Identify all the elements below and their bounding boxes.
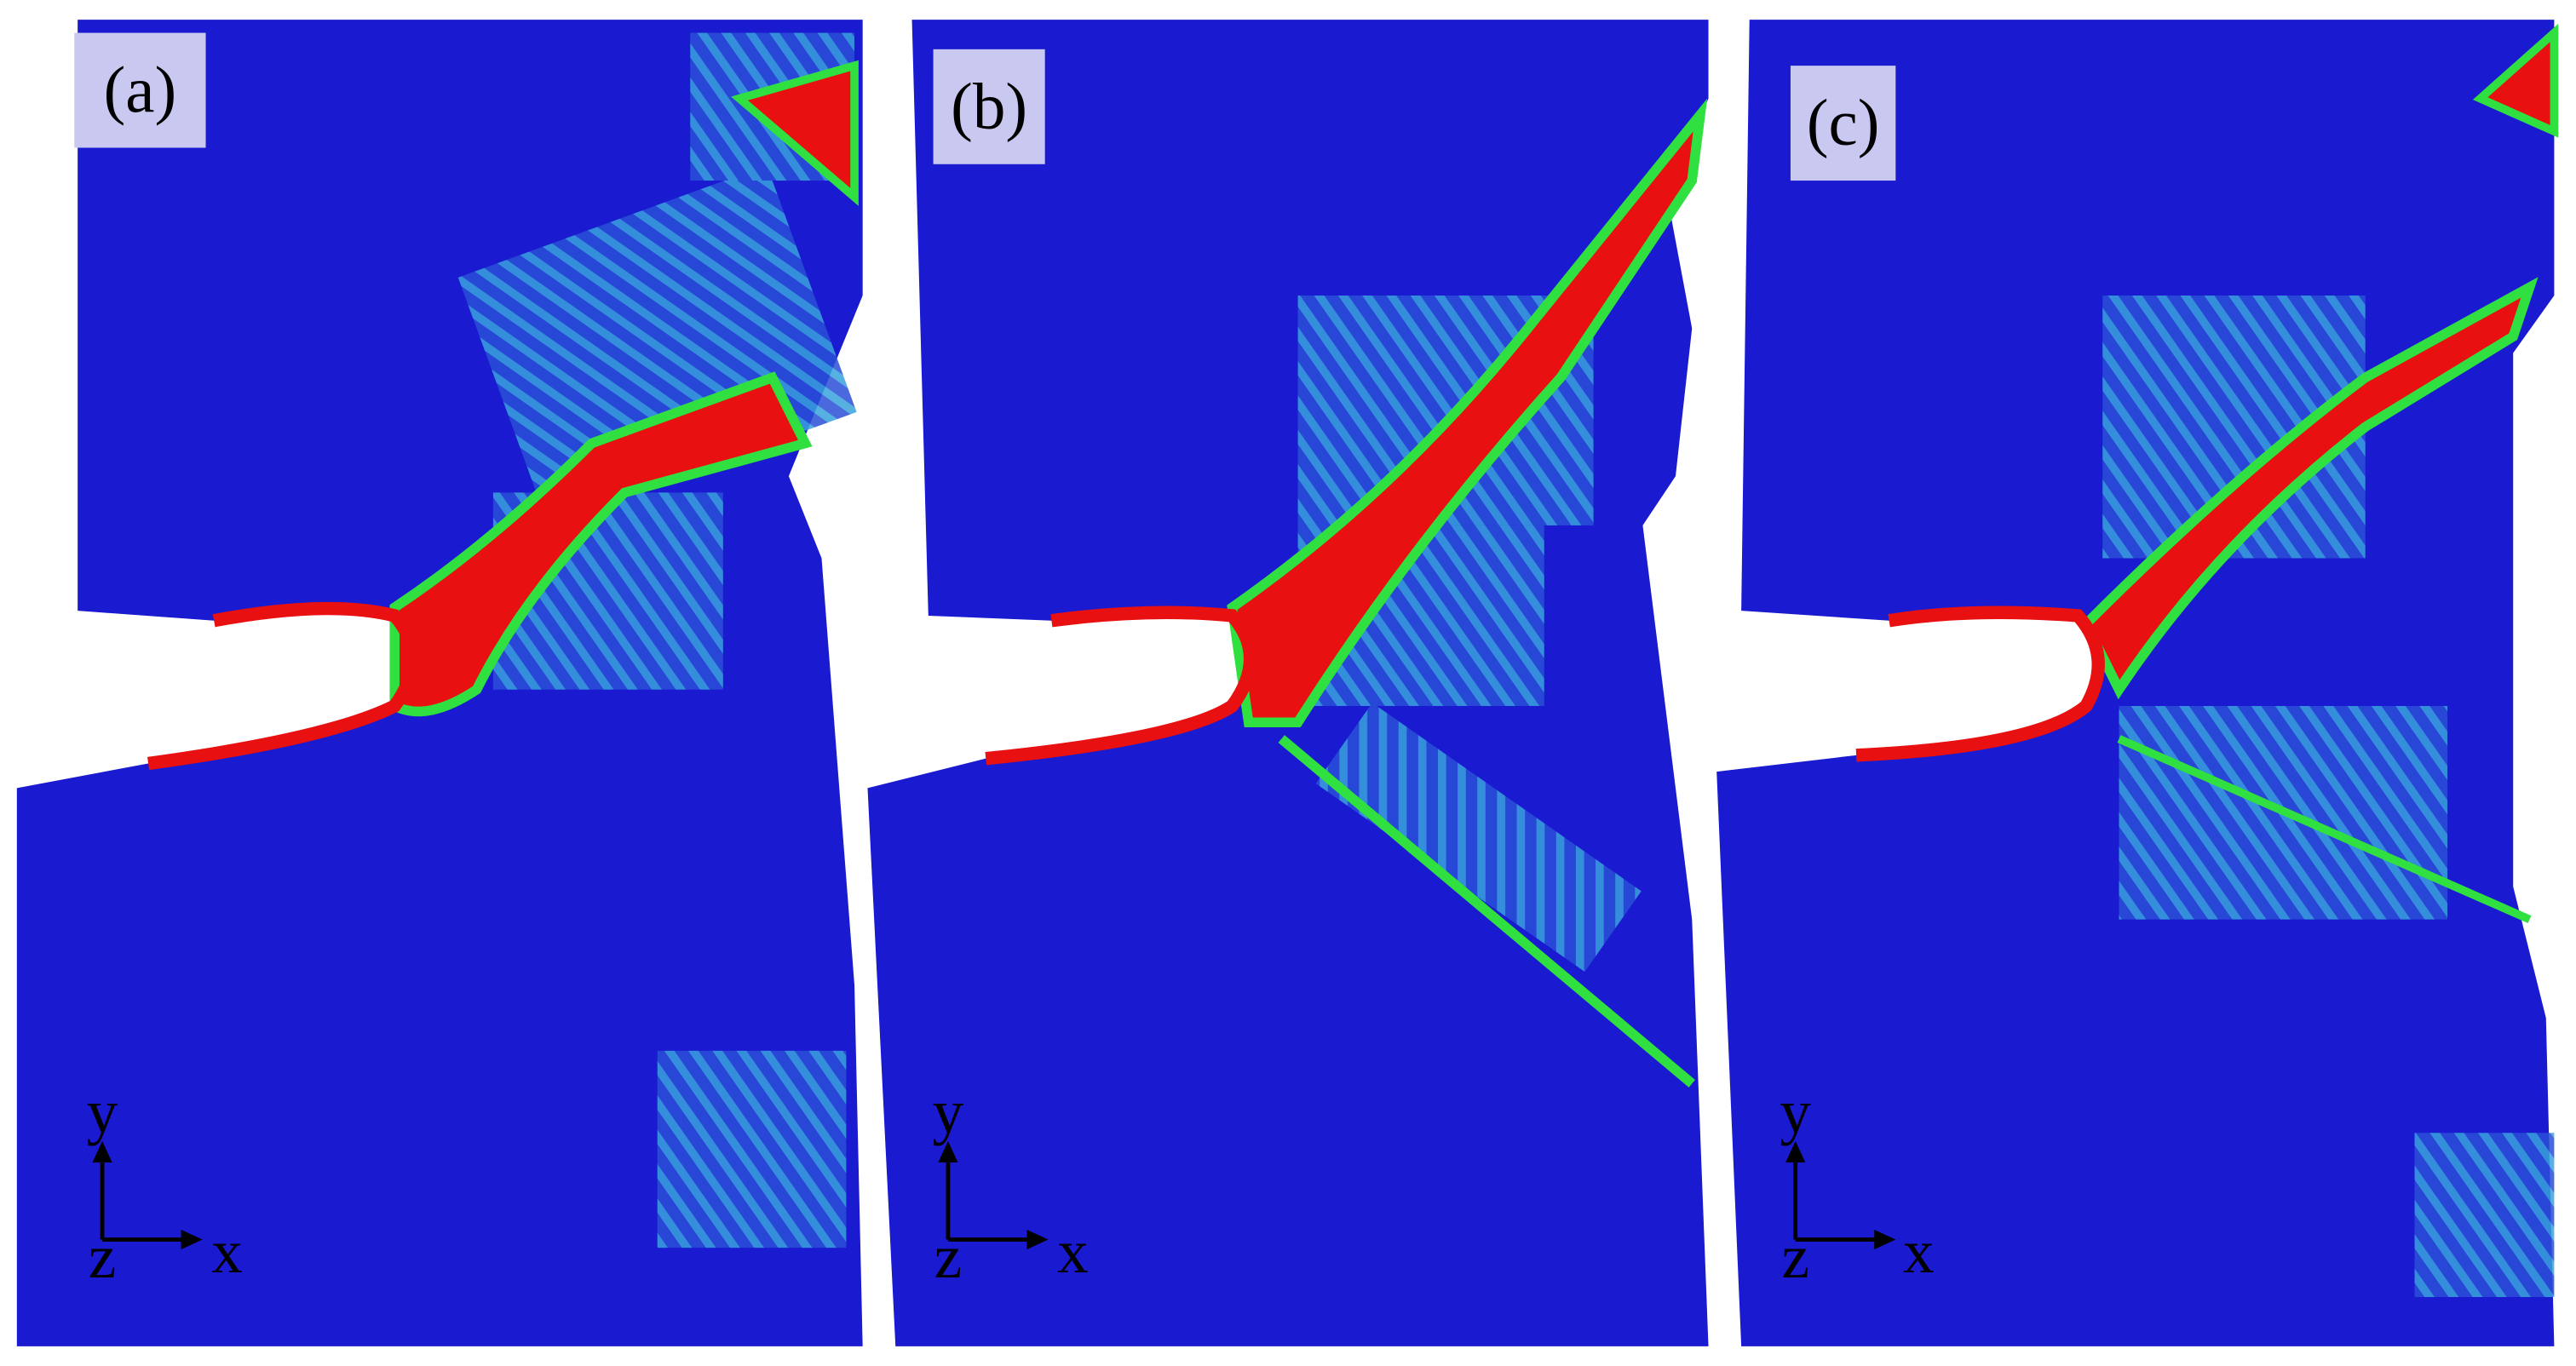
axes-triad [92,1140,203,1250]
crack-branch [2117,735,2532,924]
label-box [933,49,1045,164]
axis-x: x [1903,1217,1935,1286]
panel-a: (a) y x z [16,20,863,1346]
label-box [1790,66,1896,181]
panel-label: (a) [104,53,177,126]
crack-band [1227,98,1708,728]
axis-x: x [211,1217,243,1286]
axis-y: y [1780,1077,1811,1146]
notch-edge [1855,606,2105,762]
panel-label: (b) [951,69,1027,142]
crack-band [389,371,813,717]
axis-y: y [933,1077,964,1146]
axis-y: y [87,1077,118,1146]
panel-b: (b) y x z [867,20,1709,1346]
axes-triad [1785,1140,1896,1250]
crack-band [2079,277,2539,700]
crack-top [731,60,859,206]
panel-label: (c) [1807,86,1880,159]
crack-branch [1278,735,1695,1088]
panel-c: (c) y x z [1716,20,2559,1346]
label-box [74,32,206,148]
notch-edge [985,606,1257,766]
notch-edge [147,601,420,771]
axes-triad [938,1140,1049,1250]
axis-z: z [934,1222,963,1291]
axis-z: z [1781,1222,1809,1291]
axis-x: x [1057,1217,1089,1286]
axis-z: z [89,1222,117,1291]
crack-top [2472,23,2559,138]
